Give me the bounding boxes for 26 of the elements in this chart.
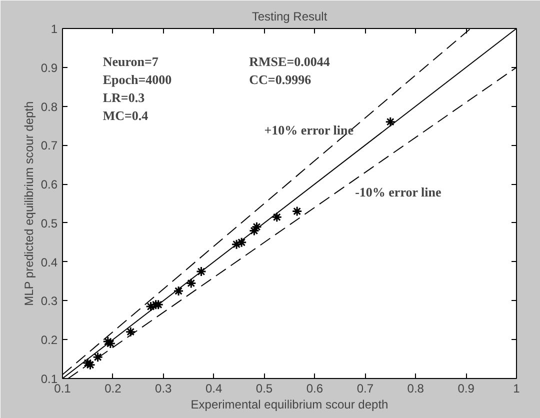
y-tick-label: 0.7 bbox=[40, 138, 58, 153]
y-tick-label: 0.6 bbox=[40, 178, 58, 192]
annotation: +10% error line bbox=[264, 122, 354, 138]
x-tick-label: 0.9 bbox=[458, 382, 475, 396]
y-tick-label: 0.9 bbox=[40, 60, 58, 75]
x-tick-label: 0.8 bbox=[407, 382, 424, 396]
x-tick-label: 0.1 bbox=[54, 382, 72, 396]
annotation: Neuron=7 Epoch=4000 LR=0.3 MC=0.4 bbox=[102, 54, 172, 123]
x-tick-label: 0.4 bbox=[205, 382, 222, 396]
y-tick-label: 0.2 bbox=[40, 333, 58, 348]
y-tick-label: 0.8 bbox=[40, 100, 58, 114]
y-tick-label: 0.4 bbox=[40, 255, 58, 270]
x-tick-label: 0.7 bbox=[356, 382, 374, 396]
y-tick-label: 0.5 bbox=[40, 216, 58, 230]
annotation: -10% error line bbox=[355, 184, 442, 200]
y-tick-label: 0.3 bbox=[40, 294, 58, 308]
annotation: RMSE=0.0044 CC=0.9996 bbox=[249, 54, 330, 87]
x-tick-label: 0.3 bbox=[155, 382, 172, 396]
y-tick-label: 1 bbox=[50, 22, 58, 36]
x-tick-label: 0.6 bbox=[306, 382, 324, 396]
x-tick-label: 0.2 bbox=[104, 382, 122, 396]
y-axis-title: MLP predicted equilibrium scour depth bbox=[22, 101, 36, 306]
x-tick-label: 0.5 bbox=[256, 382, 273, 396]
x-tick-label: 1 bbox=[513, 382, 520, 396]
chart-title: Testing Result bbox=[252, 10, 328, 24]
x-axis-title: Experimental equilibrium scour depth bbox=[190, 398, 388, 412]
